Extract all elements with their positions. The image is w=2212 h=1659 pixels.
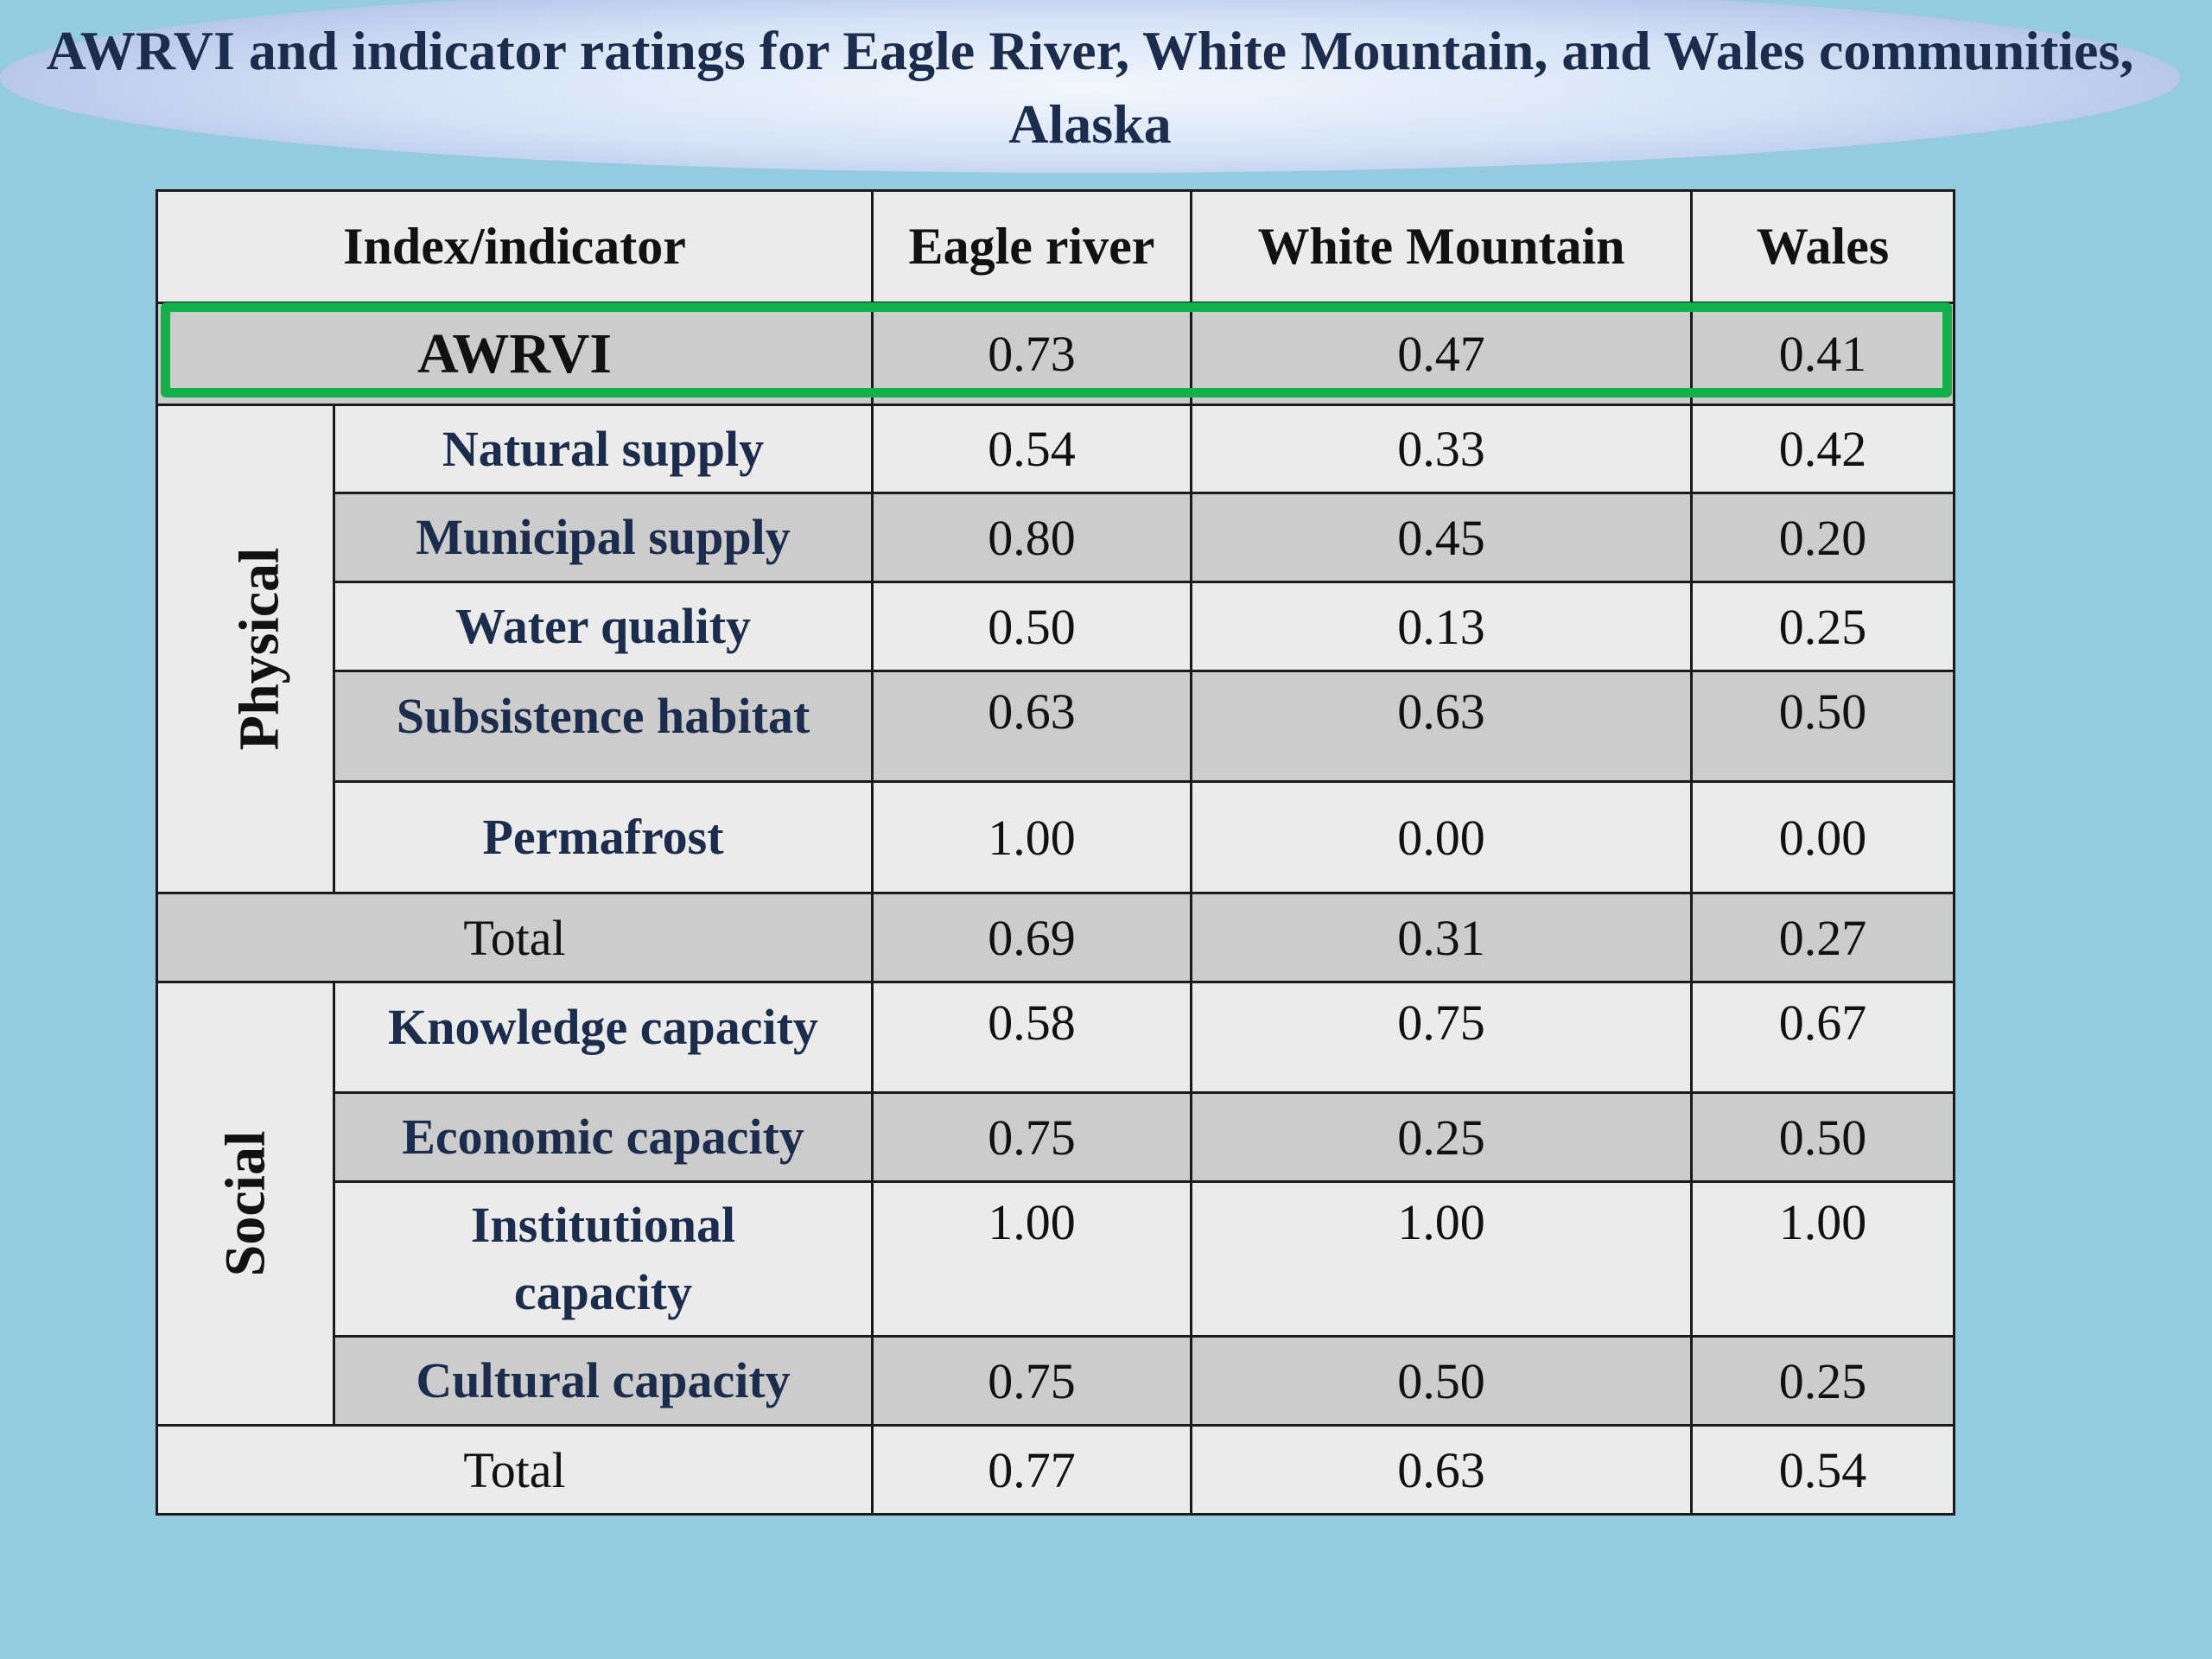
value-cell: 0.20 xyxy=(1690,492,1955,583)
indicator-municipal-supply: Municipal supply xyxy=(333,492,874,583)
value-cell: 0.63 xyxy=(1190,1424,1693,1516)
table-row: Permafrost 1.00 0.00 0.00 xyxy=(156,780,1955,894)
indicator-economic-capacity: Economic capacity xyxy=(333,1091,874,1183)
value-cell: 0.50 xyxy=(1690,670,1955,783)
social-total-label: Total xyxy=(156,1424,874,1516)
social-group-label: Social xyxy=(213,1130,276,1277)
value-cell: 0.50 xyxy=(1690,1091,1955,1183)
value-cell: 1.00 xyxy=(871,780,1192,894)
slide-title: AWRVI and indicator ratings for Eagle Ri… xyxy=(46,20,2134,155)
indicator-institutional-capacity: Institutional capacity xyxy=(333,1180,874,1338)
value-cell: 0.75 xyxy=(871,1091,1192,1183)
value-cell: 0.25 xyxy=(1690,581,1955,672)
physical-group-cell: Physical xyxy=(156,404,335,894)
awrvi-row: AWRVI 0.73 0.47 0.41 xyxy=(156,302,1955,406)
value-cell: 1.00 xyxy=(1690,1180,1955,1338)
indicator-knowledge-capacity: Knowledge capacity xyxy=(333,981,874,1094)
table-row: Social Knowledge capacity 0.58 0.75 0.67 xyxy=(156,981,1955,1427)
value-cell: 1.00 xyxy=(1190,1180,1693,1338)
value-cell: 0.77 xyxy=(871,1424,1192,1516)
table-row: Cultural capacity 0.75 0.50 0.25 xyxy=(156,1335,1955,1427)
value-cell: 0.00 xyxy=(1190,780,1693,894)
value-cell: 0.63 xyxy=(1190,670,1693,783)
value-cell: 0.67 xyxy=(1690,981,1955,1094)
value-cell: 0.31 xyxy=(1190,892,1693,983)
value-cell: 1.00 xyxy=(871,1180,1192,1338)
awrvi-wales: 0.41 xyxy=(1690,302,1955,406)
indicator-subsistence-habitat: Subsistence habitat xyxy=(333,670,874,783)
title-banner xyxy=(0,0,2180,173)
table-row: Institutional capacity 1.00 1.00 1.00 xyxy=(156,1180,1955,1338)
institutional-line-2: capacity xyxy=(513,1264,693,1320)
value-cell: 0.63 xyxy=(871,670,1192,783)
table-row: Economic capacity 0.75 0.25 0.50 xyxy=(156,1091,1955,1183)
indicator-water-quality: Water quality xyxy=(333,581,874,672)
value-cell: 0.00 xyxy=(1690,780,1955,894)
physical-total-row: Total 0.69 0.31 0.27 xyxy=(156,892,1955,983)
awrvi-eagle-river: 0.73 xyxy=(871,302,1192,406)
value-cell: 0.33 xyxy=(1190,404,1693,494)
header-white-mountain: White Mountain xyxy=(1190,189,1693,304)
physical-group-label: Physical xyxy=(227,547,291,751)
header-eagle-river: Eagle river xyxy=(871,189,1192,304)
value-cell: 0.58 xyxy=(871,981,1192,1094)
value-cell: 0.13 xyxy=(1190,581,1693,672)
value-cell: 0.50 xyxy=(871,581,1192,672)
value-cell: 0.50 xyxy=(1190,1335,1693,1427)
value-cell: 0.75 xyxy=(1190,981,1693,1094)
value-cell: 0.25 xyxy=(1690,1335,1955,1427)
value-cell: 0.25 xyxy=(1190,1091,1693,1183)
indicator-permafrost: Permafrost xyxy=(333,780,874,894)
header-row: Index/indicator Eagle river White Mounta… xyxy=(156,189,1955,304)
value-cell: 0.54 xyxy=(1690,1424,1955,1516)
awrvi-table: Index/indicator Eagle river White Mounta… xyxy=(156,189,1955,1516)
table-row: Physical Natural supply 0.54 0.33 0.42 xyxy=(156,404,1955,894)
awrvi-white-mountain: 0.47 xyxy=(1190,302,1693,406)
value-cell: 0.54 xyxy=(871,404,1192,494)
indicator-natural-supply: Natural supply xyxy=(333,404,874,494)
awrvi-label: AWRVI xyxy=(156,302,874,406)
value-cell: 0.42 xyxy=(1690,404,1955,494)
value-cell: 0.75 xyxy=(871,1335,1192,1427)
social-total-row: Total 0.77 0.63 0.54 xyxy=(156,1424,1955,1516)
header-index-indicator: Index/indicator xyxy=(156,189,874,304)
value-cell: 0.27 xyxy=(1690,892,1955,983)
value-cell: 0.45 xyxy=(1190,492,1693,583)
table-row: Subsistence habitat 0.63 0.63 0.50 xyxy=(156,670,1955,783)
social-group-cell: Social xyxy=(156,981,335,1427)
table-row: Water quality 0.50 0.13 0.25 xyxy=(156,581,1955,672)
indicator-cultural-capacity: Cultural capacity xyxy=(333,1335,874,1427)
value-cell: 0.80 xyxy=(871,492,1192,583)
header-wales: Wales xyxy=(1690,189,1955,304)
physical-total-label: Total xyxy=(156,892,874,983)
institutional-line-1: Institutional xyxy=(470,1197,736,1253)
table-row: Municipal supply 0.80 0.45 0.20 xyxy=(156,492,1955,583)
value-cell: 0.69 xyxy=(871,892,1192,983)
